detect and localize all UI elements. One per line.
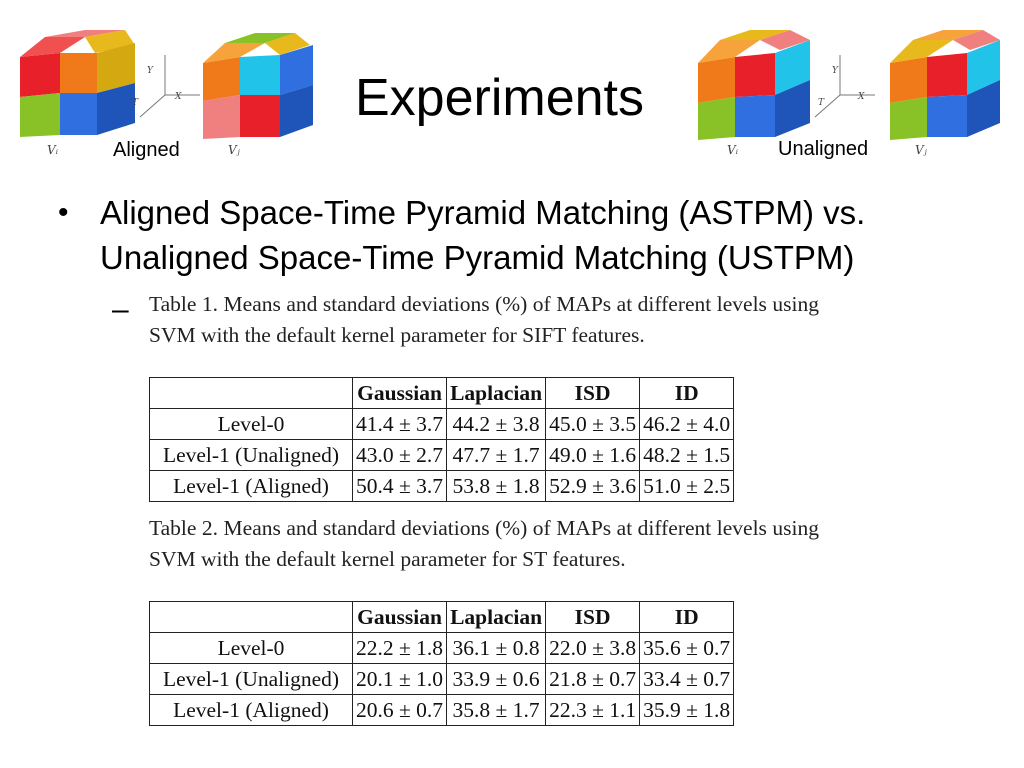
table2: Gaussian Laplacian ISD ID Level-0 22.2 ±… [149, 601, 735, 726]
table-cell: 50.4 ± 3.7 [351, 470, 448, 502]
table-cell: 21.8 ± 0.7 [545, 663, 641, 695]
table-cell: Level-1 (Unaligned) [149, 663, 353, 695]
table-cell: 35.6 ± 0.7 [639, 632, 735, 664]
table-header-cell: Laplacian [446, 377, 547, 409]
table-header-cell: Gaussian [351, 601, 448, 633]
bullet-text: Aligned Space-Time Pyramid Matching (AST… [100, 194, 866, 276]
axis-y-label-left: Y [147, 66, 153, 76]
table1-header-row: Gaussian Laplacian ISD ID [149, 377, 735, 409]
vj-label-left: Vⱼ [228, 143, 240, 157]
table-cell: 35.9 ± 1.8 [639, 694, 735, 726]
table-cell: 53.8 ± 1.8 [446, 470, 547, 502]
table-header-cell: ID [639, 601, 735, 633]
table-header-cell: Gaussian [351, 377, 448, 409]
table-cell: 20.1 ± 1.0 [351, 663, 448, 695]
axis-y-label-right: Y [832, 66, 838, 76]
axis-t-label-left: T [132, 98, 139, 108]
table1: Gaussian Laplacian ISD ID Level-0 41.4 ±… [149, 377, 735, 502]
table-header-cell [149, 377, 353, 409]
axes-diagram-left [139, 55, 200, 118]
table-cell: Level-1 (Unaligned) [149, 439, 353, 471]
cube-vi-right [698, 30, 810, 140]
bullet-dot-icon: • [58, 196, 69, 229]
table-cell: Level-1 (Aligned) [149, 470, 353, 502]
table-cell: 45.0 ± 3.5 [545, 408, 641, 440]
table-row: Level-1 (Unaligned) 43.0 ± 2.7 47.7 ± 1.… [149, 439, 735, 471]
table-cell: 36.1 ± 0.8 [446, 632, 547, 664]
table-row: Level-1 (Unaligned) 20.1 ± 1.0 33.9 ± 0.… [149, 663, 735, 695]
table-cell: 46.2 ± 4.0 [639, 408, 735, 440]
table-header-cell: ISD [545, 601, 641, 633]
table-cell: 20.6 ± 0.7 [351, 694, 448, 726]
table-header-cell: ISD [545, 377, 641, 409]
cube-vj-left [203, 33, 313, 139]
slide-title: Experiments [355, 69, 644, 127]
table-header-cell [149, 601, 353, 633]
table-cell: 33.4 ± 0.7 [639, 663, 735, 695]
table-row: Level-0 41.4 ± 3.7 44.2 ± 3.8 45.0 ± 3.5… [149, 408, 735, 440]
vi-label-right: Vᵢ [727, 143, 739, 157]
table-row: Level-1 (Aligned) 20.6 ± 0.7 35.8 ± 1.7 … [149, 694, 735, 726]
table-cell: 47.7 ± 1.7 [446, 439, 547, 471]
vj-label-right: Vⱼ [915, 143, 927, 157]
table-header-cell: Laplacian [446, 601, 547, 633]
vi-label-left: Vᵢ [47, 143, 59, 157]
table-cell: 22.3 ± 1.1 [545, 694, 641, 726]
right-cube-illustration [698, 30, 1000, 140]
table-cell: 51.0 ± 2.5 [639, 470, 735, 502]
table-row: Level-0 22.2 ± 1.8 36.1 ± 0.8 22.0 ± 3.8… [149, 632, 735, 664]
left-cube-illustration [20, 30, 313, 139]
table-cell: 22.2 ± 1.8 [351, 632, 448, 664]
table-cell: 35.8 ± 1.7 [446, 694, 547, 726]
axis-x-label-right: X [858, 92, 865, 102]
table-cell: 48.2 ± 1.5 [639, 439, 735, 471]
axis-x-label-left: X [175, 92, 182, 102]
table-cell: 52.9 ± 3.6 [545, 470, 641, 502]
table1-caption: Table 1. Means and standard deviations (… [149, 292, 819, 347]
table-row: Level-1 (Aligned) 50.4 ± 3.7 53.8 ± 1.8 … [149, 470, 735, 502]
table-cell: 49.0 ± 1.6 [545, 439, 641, 471]
table-cell: Level-1 (Aligned) [149, 694, 353, 726]
unaligned-label: Unaligned [778, 138, 869, 160]
cube-vj-right [890, 30, 1000, 140]
table2-header-row: Gaussian Laplacian ISD ID [149, 601, 735, 633]
table-cell: 33.9 ± 0.6 [446, 663, 547, 695]
table-cell: 41.4 ± 3.7 [351, 408, 448, 440]
cube-vi-left [20, 30, 135, 137]
table-cell: 44.2 ± 3.8 [446, 408, 547, 440]
table-header-cell: ID [639, 377, 735, 409]
table-cell: 22.0 ± 3.8 [545, 632, 641, 664]
axis-t-label-right: T [818, 98, 825, 108]
table2-caption: Table 2. Means and standard deviations (… [149, 516, 819, 571]
table-cell: Level-0 [149, 408, 353, 440]
table-cell: Level-0 [149, 632, 353, 664]
aligned-label: Aligned [113, 139, 180, 161]
table-cell: 43.0 ± 2.7 [351, 439, 448, 471]
sub-bullet-dash: – [112, 293, 129, 326]
axes-diagram-right [814, 55, 875, 118]
